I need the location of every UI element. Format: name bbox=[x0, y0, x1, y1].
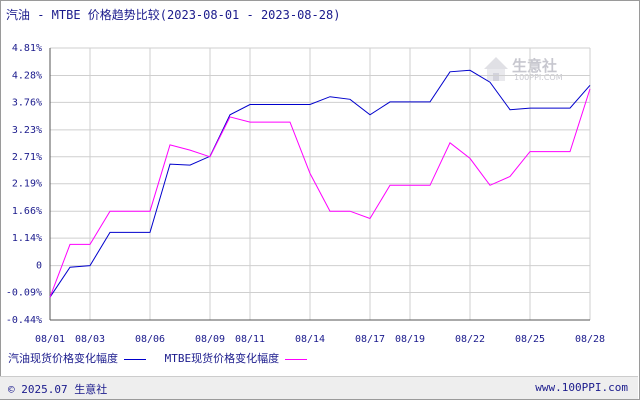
footer-bar: © 2025.07 生意社 www.100PPI.com bbox=[0, 376, 638, 399]
x-tick-label: 08/09 bbox=[195, 334, 225, 345]
legend-label-mtbe: MTBE现货价格变化幅度 bbox=[164, 352, 280, 365]
copyright-text: © 2025.07 生意社 bbox=[8, 383, 108, 396]
x-tick-label: 08/19 bbox=[395, 334, 425, 345]
y-tick-label: 3.23% bbox=[12, 125, 42, 136]
x-tick-label: 08/25 bbox=[515, 334, 545, 345]
legend-item-gasoline: 汽油现货价格变化幅度 bbox=[8, 350, 146, 366]
x-tick-label: 08/28 bbox=[575, 334, 605, 345]
chart-legend: 汽油现货价格变化幅度 MTBE现货价格变化幅度 bbox=[8, 350, 319, 366]
source-link[interactable]: www.100PPI.com bbox=[535, 381, 628, 394]
x-tick-label: 08/17 bbox=[355, 334, 385, 345]
y-tick-label: 4.81% bbox=[12, 43, 42, 54]
y-tick-label: 0 bbox=[36, 261, 42, 272]
series-line-0 bbox=[49, 69, 591, 298]
series-line-1 bbox=[49, 88, 591, 298]
y-tick-label: 2.19% bbox=[12, 179, 42, 190]
y-tick-label: 1.14% bbox=[12, 233, 42, 244]
y-tick-label: 3.76% bbox=[12, 97, 42, 108]
x-tick-label: 08/11 bbox=[235, 334, 265, 345]
x-tick-label: 08/14 bbox=[295, 334, 325, 345]
legend-item-mtbe: MTBE现货价格变化幅度 bbox=[165, 350, 308, 366]
x-tick-label: 08/01 bbox=[35, 334, 65, 345]
y-tick-label: -0.44% bbox=[6, 315, 42, 326]
y-tick-label: 4.28% bbox=[12, 70, 42, 81]
chart-title: 汽油 - MTBE 价格趋势比较(2023-08-01 - 2023-08-28… bbox=[6, 8, 341, 22]
watermark-name: 生意社 bbox=[512, 57, 558, 75]
y-tick-label: -0.09% bbox=[6, 288, 42, 299]
watermark-url: 100PPI.COM bbox=[514, 73, 563, 82]
x-tick-label: 08/22 bbox=[455, 334, 485, 345]
legend-label-gasoline: 汽油现货价格变化幅度 bbox=[8, 352, 118, 365]
legend-swatch-mtbe bbox=[285, 358, 308, 360]
x-tick-label: 08/03 bbox=[75, 334, 105, 345]
legend-swatch-gasoline bbox=[124, 358, 146, 360]
x-tick-label: 08/06 bbox=[135, 334, 165, 345]
y-tick-label: 1.66% bbox=[12, 206, 42, 217]
y-tick-label: 2.71% bbox=[12, 152, 42, 163]
